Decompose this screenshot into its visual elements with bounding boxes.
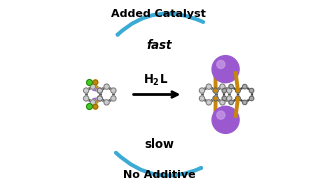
Circle shape <box>222 88 226 93</box>
Circle shape <box>213 96 218 101</box>
Circle shape <box>213 88 218 93</box>
Circle shape <box>93 80 98 85</box>
Circle shape <box>229 100 233 105</box>
Circle shape <box>90 84 96 89</box>
Circle shape <box>97 96 102 101</box>
Circle shape <box>206 84 212 89</box>
Circle shape <box>220 84 225 89</box>
Circle shape <box>97 88 102 93</box>
Circle shape <box>84 96 89 101</box>
Circle shape <box>199 96 205 101</box>
FancyArrowPatch shape <box>117 13 203 35</box>
Circle shape <box>93 104 98 109</box>
Circle shape <box>111 96 116 101</box>
Circle shape <box>249 96 254 101</box>
Circle shape <box>236 88 240 93</box>
Circle shape <box>97 96 102 101</box>
Circle shape <box>97 88 102 93</box>
Text: $\mathbf{H_2L}$: $\mathbf{H_2L}$ <box>143 73 169 88</box>
Text: Added Catalyst: Added Catalyst <box>112 9 206 19</box>
Circle shape <box>213 96 218 101</box>
Circle shape <box>217 60 225 68</box>
Circle shape <box>212 106 239 133</box>
Circle shape <box>206 100 212 105</box>
Circle shape <box>104 84 109 89</box>
Circle shape <box>242 100 247 105</box>
Circle shape <box>199 88 205 93</box>
Text: fast: fast <box>146 39 172 52</box>
Circle shape <box>104 100 109 105</box>
Circle shape <box>87 104 92 109</box>
Circle shape <box>217 111 225 119</box>
Circle shape <box>236 96 240 101</box>
Circle shape <box>87 80 92 85</box>
Circle shape <box>220 100 225 105</box>
Circle shape <box>90 100 96 105</box>
Circle shape <box>111 88 116 93</box>
Circle shape <box>227 96 232 101</box>
Circle shape <box>213 88 218 93</box>
Circle shape <box>249 88 254 93</box>
Circle shape <box>236 96 240 101</box>
Text: No Additive: No Additive <box>123 170 195 180</box>
Circle shape <box>227 88 232 93</box>
Circle shape <box>212 56 239 83</box>
Circle shape <box>222 96 226 101</box>
Circle shape <box>242 84 247 89</box>
Circle shape <box>236 88 240 93</box>
Circle shape <box>84 88 89 93</box>
Circle shape <box>229 84 233 89</box>
Text: slow: slow <box>144 138 174 151</box>
FancyArrowPatch shape <box>116 153 201 176</box>
